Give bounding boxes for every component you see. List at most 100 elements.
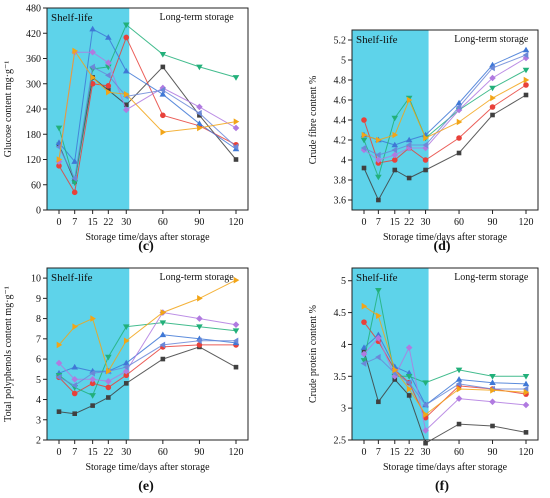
y-tick-label: 3.6 [334, 196, 347, 207]
y-tick-label: 240 [26, 105, 41, 116]
data-point [405, 136, 413, 143]
y-tick-label: 4.4 [334, 116, 347, 127]
y-tick-label: 5 [36, 375, 41, 386]
data-point [123, 34, 130, 41]
y-tick-label: 0 [36, 206, 41, 217]
data-point [160, 64, 166, 70]
x-tick-label: 120 [229, 447, 244, 458]
y-tick-label: 180 [26, 130, 41, 141]
series-line [363, 350, 527, 444]
x-tick-label: 0 [57, 217, 62, 228]
data-point [392, 167, 398, 173]
x-tick-label: 22 [404, 217, 414, 228]
y-tick-label: 4.2 [334, 136, 347, 147]
data-point [105, 34, 112, 40]
data-point [456, 385, 463, 393]
y-tick-label: 10 [31, 274, 41, 285]
panel-label: (e) [138, 479, 154, 494]
data-point [71, 375, 78, 383]
data-point [71, 158, 78, 164]
data-point [72, 323, 78, 330]
y-tick-label: 420 [26, 29, 41, 40]
data-point [122, 106, 130, 114]
data-point [361, 117, 367, 123]
long-term-storage-label: Long-term storage [160, 272, 235, 283]
data-point [375, 174, 382, 181]
data-point [522, 385, 529, 393]
data-point [72, 47, 78, 55]
data-point [55, 373, 62, 381]
data-point [89, 48, 96, 56]
data-point [456, 135, 462, 141]
plot-area [360, 287, 530, 446]
data-point [159, 86, 166, 94]
data-point [106, 88, 112, 96]
chart-panel-d: Shelf-life Long-term storage 3.6 3.8 4 4.2 4… [308, 29, 539, 254]
x-tick-label: 60 [158, 447, 168, 458]
data-point [391, 151, 399, 159]
data-point [522, 54, 530, 62]
data-point [455, 103, 462, 111]
x-tick-label: 60 [454, 217, 464, 228]
data-point [489, 398, 496, 406]
data-point [196, 109, 202, 117]
y-tick-label: 4.6 [334, 96, 347, 107]
y-tick-label: 7 [36, 334, 41, 345]
data-point [232, 337, 239, 345]
x-tick-label: 15 [390, 447, 400, 458]
data-point [392, 131, 399, 139]
series-line [58, 340, 236, 386]
y-tick-label: 60 [31, 180, 41, 191]
data-point [71, 189, 78, 196]
data-point [90, 403, 95, 408]
data-point [106, 395, 111, 400]
data-point [55, 139, 63, 145]
data-point [89, 25, 96, 32]
data-point [522, 373, 530, 380]
data-point [233, 157, 239, 162]
data-point [406, 385, 413, 393]
data-point [422, 401, 428, 409]
data-point [455, 367, 463, 374]
data-point [423, 411, 429, 418]
x-tick-label: 90 [194, 447, 204, 458]
data-point [159, 320, 167, 326]
data-point [233, 118, 240, 125]
data-point [196, 64, 203, 71]
data-point [196, 337, 202, 345]
plot-frame [351, 267, 539, 441]
y-axis-label: Total polyphenols content mg·g⁻¹ [3, 286, 14, 422]
data-point [361, 131, 368, 139]
data-point [360, 144, 367, 152]
y-tick-label: 3 [36, 415, 41, 426]
series-line [58, 279, 237, 373]
data-point [523, 388, 530, 396]
data-point [159, 341, 166, 349]
long-term-storage-label: Long-term storage [160, 12, 235, 23]
data-point [232, 124, 240, 132]
x-tick-label: 60 [454, 447, 464, 458]
data-point [197, 124, 203, 132]
x-tick-label: 0 [362, 447, 367, 458]
plot-frame [46, 267, 249, 441]
data-point [523, 92, 529, 98]
shelf-life-label: Shelf-life [51, 12, 93, 24]
data-point [123, 102, 129, 108]
data-point [489, 104, 496, 110]
data-point [360, 137, 368, 144]
y-tick-label: 480 [26, 4, 41, 15]
y-tick-label: 4 [36, 395, 41, 406]
data-point [71, 175, 77, 182]
data-point [232, 143, 239, 151]
x-tick-label: 30 [121, 217, 131, 228]
long-term-storage-label: Long-term storage [454, 272, 529, 283]
x-axis-ticks: 0 7 15 22 30 60 90 120 [362, 440, 534, 458]
data-point [405, 379, 412, 386]
series-line [363, 79, 527, 141]
data-point [489, 64, 495, 72]
series-line [58, 36, 237, 194]
shelf-life-band [47, 268, 130, 440]
y-tick-label: 9 [36, 294, 41, 305]
x-tick-label: 60 [158, 217, 168, 228]
x-axis-label: Storage time/days after storage [383, 232, 508, 243]
